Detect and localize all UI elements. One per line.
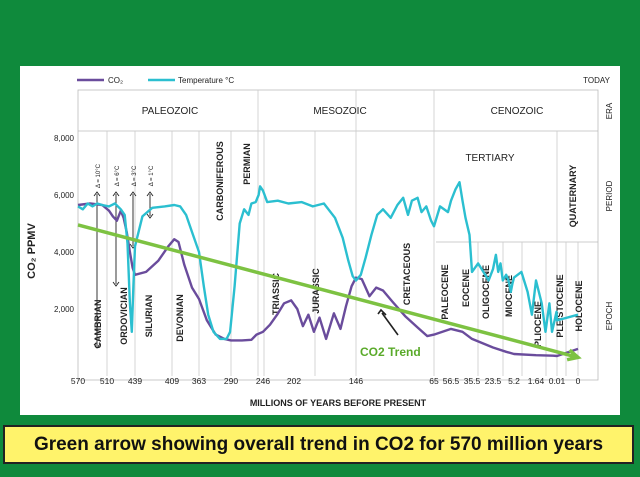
epoch-label-miocene: MIOCENE: [504, 275, 514, 317]
x-axis-ticks: 570 510 439 409 363 290 246 202 146 65 56.5 35.5 23.…: [71, 376, 581, 386]
epoch-label-eocene: EOCENE: [461, 269, 471, 307]
x-axis-label: MILLIONS OF YEARS BEFORE PRESENT: [250, 398, 427, 408]
temperature-series-line: [77, 181, 579, 341]
y-tick-label: 2,000: [54, 305, 75, 314]
x-tick-label: 409: [165, 376, 179, 386]
period-label-devonian: DEVONIAN: [175, 294, 185, 342]
right-label-epoch: EPOCH: [605, 302, 614, 331]
epoch-label-oligocene: OLIGOCENE: [481, 265, 491, 319]
x-tick-label: 0.01: [549, 376, 566, 386]
chart-frame: [77, 89, 599, 381]
period-label-permian: PERMIAN: [242, 143, 252, 185]
right-label-period: PERIOD: [605, 180, 614, 211]
period-label-cambrian: CAMBRIAN: [93, 300, 103, 349]
period-label-triassic: TRIASSIC: [271, 273, 281, 316]
right-label-era: ERA: [605, 102, 614, 119]
co2-temperature-chart: CO₂ Temperature °C TODAY PALEOZOIC MESOZ…: [26, 76, 614, 408]
caption-banner: Green arrow showing overall trend in CO2…: [3, 425, 634, 464]
y-tick-label: 6,000: [54, 191, 75, 200]
epoch-label-pliocene: PLIOCENE: [533, 301, 543, 347]
x-tick-label: 56.5: [443, 376, 460, 386]
x-tick-label: 363: [192, 376, 206, 386]
period-label-jurassic: JURASSIC: [311, 268, 321, 314]
era-label-mesozoic: MESOZOIC: [313, 106, 366, 117]
x-tick-label: 5.2: [508, 376, 520, 386]
x-tick-label: 35.5: [464, 376, 481, 386]
x-tick-label: 65: [429, 376, 439, 386]
era-label-paleozoic: PALEOZOIC: [142, 106, 199, 117]
x-tick-label: 510: [100, 376, 114, 386]
temp-arrow-6c: [112, 191, 120, 287]
temp-arrow-10c: [93, 191, 101, 349]
y-tick-label: 4,000: [54, 248, 75, 257]
x-tick-label: 0: [576, 376, 581, 386]
x-tick-label: 246: [256, 376, 270, 386]
x-tick-label: 570: [71, 376, 85, 386]
temp-annotation-3c: Δ = 3°C: [132, 165, 138, 186]
period-label-carboniferous: CARBONIFEROUS: [215, 141, 225, 221]
caption-text: Green arrow showing overall trend in CO2…: [33, 433, 604, 455]
period-label-tertiary: TERTIARY: [465, 153, 514, 164]
co2-trend-arrow: [77, 223, 582, 362]
y-tick-label: 8,000: [54, 134, 75, 143]
temp-arrow-1c: [146, 191, 154, 219]
x-tick-label: 23.5: [485, 376, 502, 386]
trend-pointer-arrow: [377, 308, 399, 336]
legend-temperature-label: Temperature °C: [178, 76, 234, 85]
x-tick-label: 290: [224, 376, 238, 386]
epoch-label-pleistocene: PLEISTOCENE: [555, 274, 565, 337]
x-tick-label: 202: [287, 376, 301, 386]
era-label-cenozoic: CENOZOIC: [491, 106, 544, 117]
period-label-quaternary: QUATERNARY: [568, 165, 578, 228]
period-label-silurian: SILURIAN: [144, 295, 154, 338]
trend-label: CO2 Trend: [360, 345, 421, 359]
chart-panel: CO₂ Temperature °C TODAY PALEOZOIC MESOZ…: [20, 66, 620, 415]
temp-annotation-6c: Δ = 6°C: [115, 165, 121, 186]
today-label: TODAY: [583, 76, 610, 85]
x-tick-label: 1.64: [528, 376, 545, 386]
y-axis-label: CO₂ PPMV: [26, 223, 38, 279]
epoch-label-paleocene: PALEOCENE: [440, 264, 450, 319]
period-label-ordovician: ORDOVICIAN: [119, 287, 129, 345]
x-tick-label: 439: [128, 376, 142, 386]
epoch-label-holocene: HOLOCENE: [574, 280, 584, 331]
legend-co2-label: CO₂: [108, 76, 123, 85]
temp-annotation-10c: Δ = 10°C: [96, 163, 102, 188]
temp-annotation-1c: Δ = 1°C: [149, 165, 155, 186]
y-axis-ticks: 2,000 4,000 6,000 8,000: [54, 134, 75, 314]
x-tick-label: 146: [349, 376, 363, 386]
period-label-cretaceous: CRETACEOUS: [402, 243, 412, 305]
